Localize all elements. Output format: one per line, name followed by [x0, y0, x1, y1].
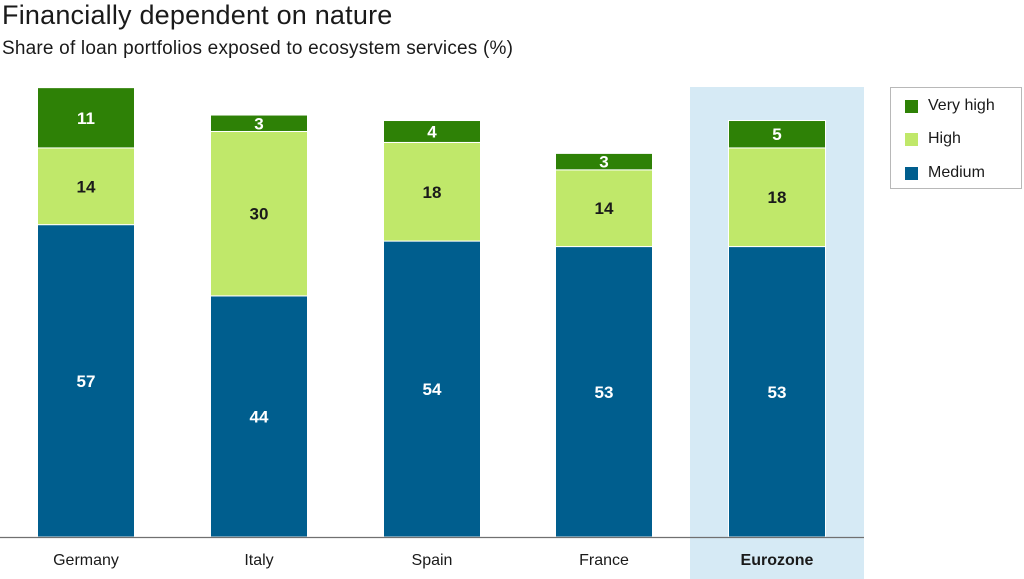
data-label-italy-high: 30 [250, 205, 269, 224]
data-label-germany-high: 14 [77, 177, 96, 196]
bar-eurozone-high [728, 147, 826, 248]
bar-germany-medium [37, 224, 135, 538]
legend-label-medium: Medium [928, 164, 985, 181]
data-label-germany-very-high: 11 [77, 109, 95, 128]
x-tick-label-spain: Spain [412, 552, 453, 569]
chart-subtitle: Share of loan portfolios exposed to ecos… [2, 38, 514, 59]
bar-spain-high [383, 141, 481, 242]
data-label-france-medium: 53 [595, 383, 614, 402]
x-tick-label-eurozone: Eurozone [741, 552, 814, 569]
bar-spain-very-high [383, 120, 481, 143]
data-label-france-very-high: 3 [599, 153, 608, 172]
legend-label-very-high: Very high [928, 97, 995, 114]
data-label-spain-very-high: 4 [427, 122, 437, 141]
bar-france-medium [555, 246, 653, 538]
bar-france-high [555, 169, 653, 248]
legend-item-very-high: Very high [905, 96, 995, 116]
data-label-italy-medium: 44 [250, 407, 269, 426]
bar-eurozone-medium [728, 246, 826, 538]
data-label-france-high: 14 [595, 199, 614, 218]
bar-italy-very-high [210, 114, 308, 132]
legend-swatch-very-high [905, 99, 918, 113]
legend-swatch-medium [905, 166, 918, 180]
legend-item-high: High [905, 129, 961, 149]
data-label-italy-very-high: 3 [254, 114, 263, 133]
bar-spain-medium [383, 240, 481, 538]
bar-eurozone-very-high [728, 120, 826, 149]
bar-france-very-high [555, 152, 653, 171]
data-label-germany-medium: 57 [77, 372, 96, 391]
data-label-eurozone-high: 18 [768, 188, 787, 207]
x-tick-label-italy: Italy [244, 552, 273, 569]
bar-germany-very-high [37, 87, 135, 149]
x-tick-label-france: France [579, 552, 629, 569]
data-label-spain-medium: 54 [423, 380, 442, 399]
bar-germany-high [37, 147, 135, 226]
legend-swatch-high [905, 132, 918, 146]
x-tick-label-germany: Germany [53, 552, 119, 569]
data-label-eurozone-medium: 53 [768, 383, 787, 402]
chart-legend: Very high High Medium [890, 87, 1022, 189]
data-label-spain-high: 18 [423, 183, 442, 202]
legend-label-high: High [928, 130, 961, 147]
chart-title: Financially dependent on nature [2, 0, 393, 30]
legend-item-medium: Medium [905, 163, 985, 183]
data-label-eurozone-very-high: 5 [772, 125, 781, 144]
